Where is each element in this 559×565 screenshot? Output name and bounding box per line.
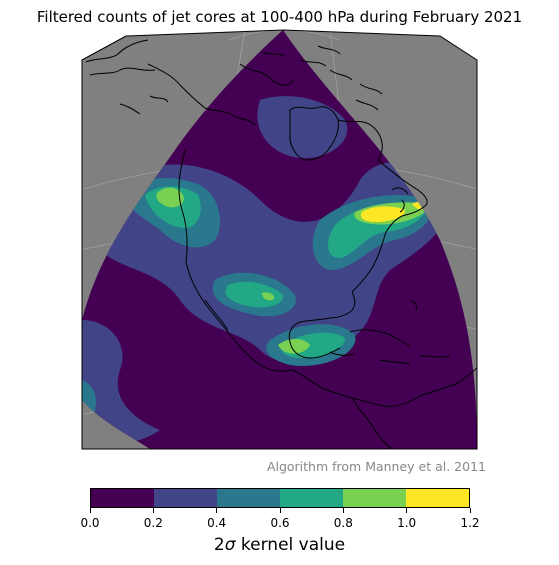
figure-title: Filtered counts of jet cores at 100-400 … [36,8,523,26]
colorbar-label-prefix: 2 [213,535,225,555]
colorbar-tick-label: 0.2 [143,516,163,530]
algorithm-credit: Algorithm from Manney et al. 2011 [266,459,486,474]
colorbar-tick [279,508,281,513]
colorbar-tick [342,508,344,513]
colorbar-tick [216,508,218,513]
colorbar-tick-label: 0.0 [80,516,100,530]
colorbar-label-sigma: σ [224,535,236,555]
colorbar-tick-label: 1.2 [460,516,480,530]
coastlines [85,39,477,449]
colorbar-tick-label: 1.0 [397,516,417,530]
colorbar-tick [406,508,408,513]
colorbar-label-suffix: kernel value [235,535,346,555]
colorbar-ticks: 0.0 0.2 0.4 0.6 0.8 1.0 1.2 [80,508,480,538]
colorbar [90,488,470,508]
colorbar-label: 2σ kernel value [0,535,559,555]
map-panel [82,30,477,449]
colorbar-tick-label: 0.8 [333,516,353,530]
colorbar-tick-label: 0.6 [270,516,290,530]
colorbar-segment [406,489,469,507]
colorbar-tick [469,508,471,513]
colorbar-segment [280,489,343,507]
map-frame [81,29,478,450]
colorbar-segment [154,489,217,507]
colorbar-tick-label: 0.4 [207,516,227,530]
colorbar-segment [217,489,280,507]
colorbar-tick [89,508,91,513]
colorbar-tick [152,508,154,513]
colorbar-segment [343,489,406,507]
colorbar-segment [91,489,154,507]
